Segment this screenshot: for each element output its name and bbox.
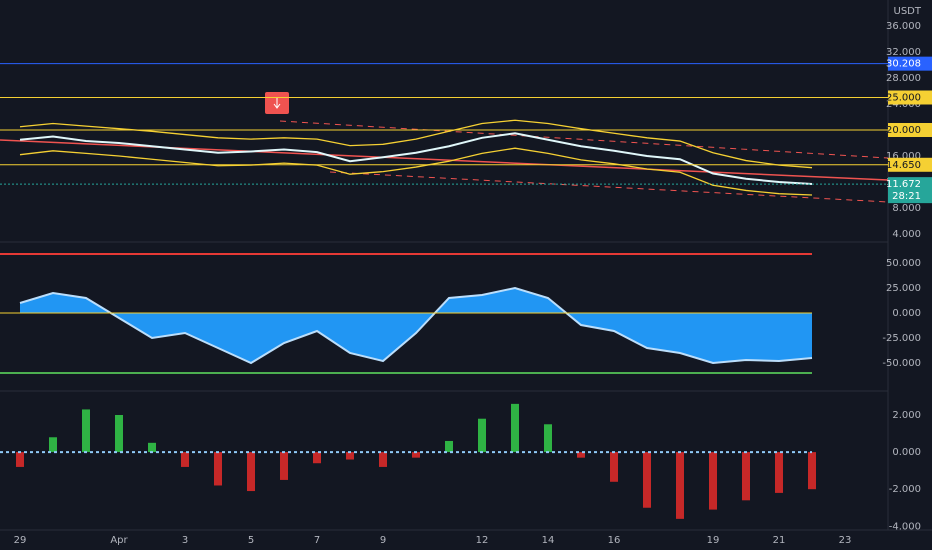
price-tag [888,56,932,71]
histogram-bar [808,452,816,490]
x-tick-label: 23 [839,535,852,546]
x-tick-label: 21 [773,535,786,546]
histogram-bar [478,418,486,453]
y-tick-label: -50.000 [882,358,921,369]
y-tick-label: -25.000 [882,333,921,344]
trend-line [279,120,889,159]
price-tag-label: 30.208 [886,59,921,70]
price-line [19,132,813,185]
y-tick-label: 8.000 [892,203,921,214]
histogram-bar [709,452,717,510]
y-tick-label: -2.000 [889,484,921,495]
histogram-bar [643,452,651,508]
band-line [19,147,813,196]
price-tag-label: 20.000 [886,125,921,136]
price-tag-label: 25.000 [886,93,921,104]
x-tick-label: 5 [248,535,254,546]
y-tick-label: 4.000 [892,229,921,240]
histogram-bar [280,452,288,480]
histogram-bar [577,452,585,458]
histogram-bar [181,452,189,467]
x-tick-label: 19 [707,535,720,546]
y-tick-label: 16.000 [886,151,921,162]
price-tag-label: 14.650 [886,160,921,171]
y-tick-label: -4.000 [889,521,921,532]
price-tag [888,177,932,204]
y-tick-label: 28.000 [886,73,921,84]
sell-arrow [273,97,281,109]
histogram-bar [115,415,123,453]
y-tick-label: 50.000 [886,258,921,269]
price-tag [888,157,932,172]
oscillator-area [20,288,812,363]
histogram-bar [346,452,354,460]
histogram-bar [676,452,684,519]
histogram-bar [511,403,519,453]
y-tick-label: 25.000 [886,283,921,294]
price-tag [888,90,932,105]
histogram-bar [16,452,24,467]
oscillator-line [19,286,813,365]
y-tick-label: 2.000 [892,410,921,421]
histogram-bar [445,440,453,453]
histogram-bar [148,442,156,453]
histogram-bar [82,409,90,453]
histogram-bar [49,437,57,453]
histogram-bar [214,452,222,486]
y-tick-label: 32.000 [886,47,921,58]
x-tick-label: 7 [314,535,320,546]
x-tick-label: 16 [608,535,621,546]
x-tick-label: 12 [476,535,489,546]
histogram-bar [610,452,618,482]
x-tick-label: 14 [542,535,555,546]
histogram-bar [247,452,255,492]
price-tag-label: 11.672 [886,179,921,190]
x-tick-label: 29 [14,535,27,546]
currency: USDT [894,6,922,17]
histogram-bar [544,424,552,453]
histogram-bar [412,452,420,458]
histogram-bar [742,452,750,501]
trend-line [329,171,889,203]
price-tag [888,123,932,137]
histogram-bar [313,452,321,464]
x-tick-label: 3 [182,535,188,546]
y-tick-label: 0.000 [892,447,921,458]
y-tick-label: 0.000 [892,308,921,319]
countdown: 28:21 [892,191,921,202]
band-line [19,119,813,169]
x-tick-label: 9 [380,535,386,546]
y-tick-label: 36.000 [886,21,921,32]
histogram-bar [379,452,387,467]
histogram-bar [775,452,783,493]
x-tick-label: Apr [110,535,128,546]
